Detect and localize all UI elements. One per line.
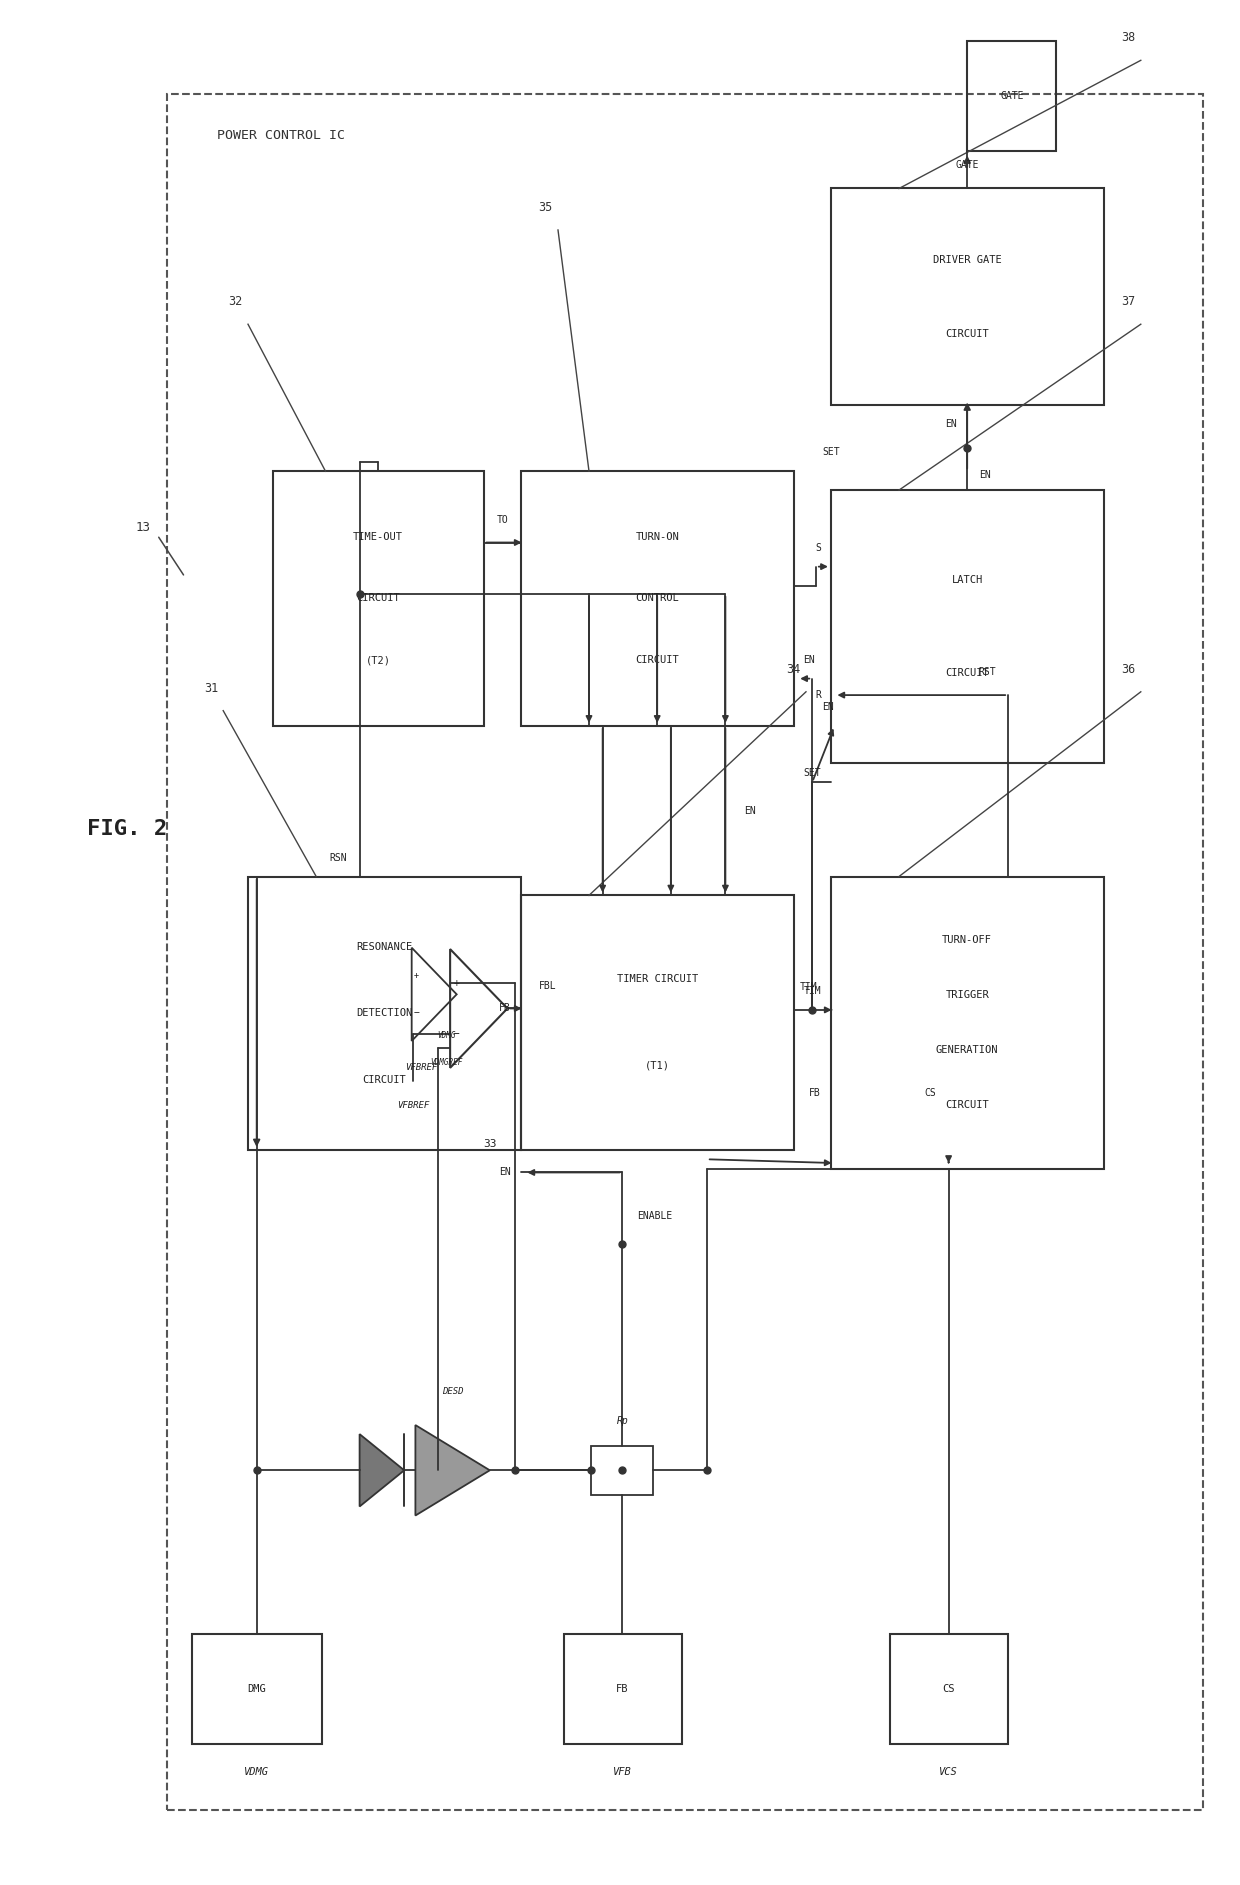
Bar bbox=[192, 1634, 322, 1744]
Text: (T1): (T1) bbox=[645, 1061, 670, 1071]
Bar bbox=[831, 877, 1104, 1169]
Text: EN: EN bbox=[946, 418, 957, 430]
Text: LATCH: LATCH bbox=[951, 575, 983, 586]
Text: VDMGREF: VDMGREF bbox=[430, 1057, 463, 1067]
Text: SET: SET bbox=[804, 767, 821, 779]
Text: TURN-OFF: TURN-OFF bbox=[942, 935, 992, 944]
Text: 33: 33 bbox=[484, 1139, 496, 1150]
Text: CS: CS bbox=[925, 1088, 936, 1099]
Text: FBL: FBL bbox=[538, 980, 556, 992]
Text: VFBREF: VFBREF bbox=[397, 1101, 429, 1110]
Text: −: − bbox=[453, 1029, 460, 1039]
Text: 35: 35 bbox=[538, 202, 553, 213]
Text: EN: EN bbox=[744, 805, 756, 816]
Text: EN: EN bbox=[500, 1167, 511, 1178]
Text: −: − bbox=[414, 1008, 419, 1018]
Bar bbox=[564, 1634, 682, 1744]
Text: SET: SET bbox=[822, 447, 839, 458]
Text: DMG: DMG bbox=[247, 1683, 267, 1695]
Text: 36: 36 bbox=[1121, 664, 1136, 675]
Text: VFBREF: VFBREF bbox=[405, 1063, 438, 1073]
Text: TIMER CIRCUIT: TIMER CIRCUIT bbox=[616, 975, 698, 984]
Text: EN: EN bbox=[980, 469, 991, 481]
Text: POWER CONTROL IC: POWER CONTROL IC bbox=[217, 130, 345, 141]
Text: GATE: GATE bbox=[1001, 90, 1023, 102]
Text: +: + bbox=[414, 971, 419, 980]
Text: GENERATION: GENERATION bbox=[936, 1044, 998, 1056]
Text: RST: RST bbox=[978, 667, 996, 677]
Text: VDMG: VDMG bbox=[438, 1031, 455, 1041]
Bar bbox=[831, 188, 1104, 405]
Text: CIRCUIT: CIRCUIT bbox=[945, 1101, 990, 1110]
Text: FB: FB bbox=[616, 1683, 629, 1695]
Text: S: S bbox=[815, 543, 821, 552]
Text: VDMG: VDMG bbox=[244, 1766, 269, 1778]
Text: RSN: RSN bbox=[330, 852, 347, 863]
Text: TIME-OUT: TIME-OUT bbox=[353, 532, 403, 541]
Text: CONTROL: CONTROL bbox=[635, 594, 680, 603]
Text: EN: EN bbox=[822, 701, 833, 713]
Text: DETECTION: DETECTION bbox=[356, 1008, 413, 1018]
Bar bbox=[890, 1634, 1008, 1744]
Text: DESD: DESD bbox=[441, 1387, 464, 1395]
Text: Rp: Rp bbox=[616, 1416, 629, 1427]
Text: R: R bbox=[815, 690, 821, 699]
Bar bbox=[167, 94, 1203, 1810]
Text: CIRCUIT: CIRCUIT bbox=[945, 328, 990, 339]
Text: TIM: TIM bbox=[804, 986, 821, 995]
Text: RESONANCE: RESONANCE bbox=[356, 942, 413, 952]
Text: (T2): (T2) bbox=[366, 656, 391, 665]
Text: VCS: VCS bbox=[939, 1766, 959, 1778]
Bar bbox=[591, 1446, 653, 1495]
Bar bbox=[521, 895, 794, 1150]
Polygon shape bbox=[360, 1434, 404, 1506]
Text: 34: 34 bbox=[786, 664, 801, 675]
Bar bbox=[248, 877, 521, 1150]
Text: TURN-ON: TURN-ON bbox=[635, 532, 680, 541]
Text: EN: EN bbox=[804, 654, 815, 665]
Text: ENABLE: ENABLE bbox=[637, 1210, 672, 1221]
Bar bbox=[521, 471, 794, 726]
Text: CIRCUIT: CIRCUIT bbox=[945, 667, 990, 679]
Bar bbox=[967, 41, 1056, 151]
Text: TO: TO bbox=[496, 515, 508, 524]
Text: FB: FB bbox=[500, 1003, 511, 1014]
Polygon shape bbox=[415, 1425, 490, 1516]
Text: TRIGGER: TRIGGER bbox=[945, 990, 990, 1001]
Bar bbox=[831, 490, 1104, 763]
Text: CIRCUIT: CIRCUIT bbox=[362, 1074, 407, 1084]
Text: 37: 37 bbox=[1121, 296, 1136, 307]
Text: CIRCUIT: CIRCUIT bbox=[356, 594, 401, 603]
Text: 32: 32 bbox=[228, 296, 243, 307]
Bar bbox=[273, 471, 484, 726]
Text: TIM: TIM bbox=[800, 982, 817, 992]
Text: VFB: VFB bbox=[613, 1766, 632, 1778]
Text: CS: CS bbox=[942, 1683, 955, 1695]
Text: DRIVER GATE: DRIVER GATE bbox=[932, 254, 1002, 266]
Text: 38: 38 bbox=[1121, 32, 1136, 43]
Text: FIG. 2: FIG. 2 bbox=[87, 820, 167, 839]
Text: +: + bbox=[454, 978, 459, 988]
Text: 13: 13 bbox=[135, 522, 150, 533]
Text: CIRCUIT: CIRCUIT bbox=[635, 656, 680, 665]
Text: GATE: GATE bbox=[956, 160, 978, 170]
Text: FB: FB bbox=[810, 1088, 821, 1099]
Text: 31: 31 bbox=[203, 682, 218, 694]
